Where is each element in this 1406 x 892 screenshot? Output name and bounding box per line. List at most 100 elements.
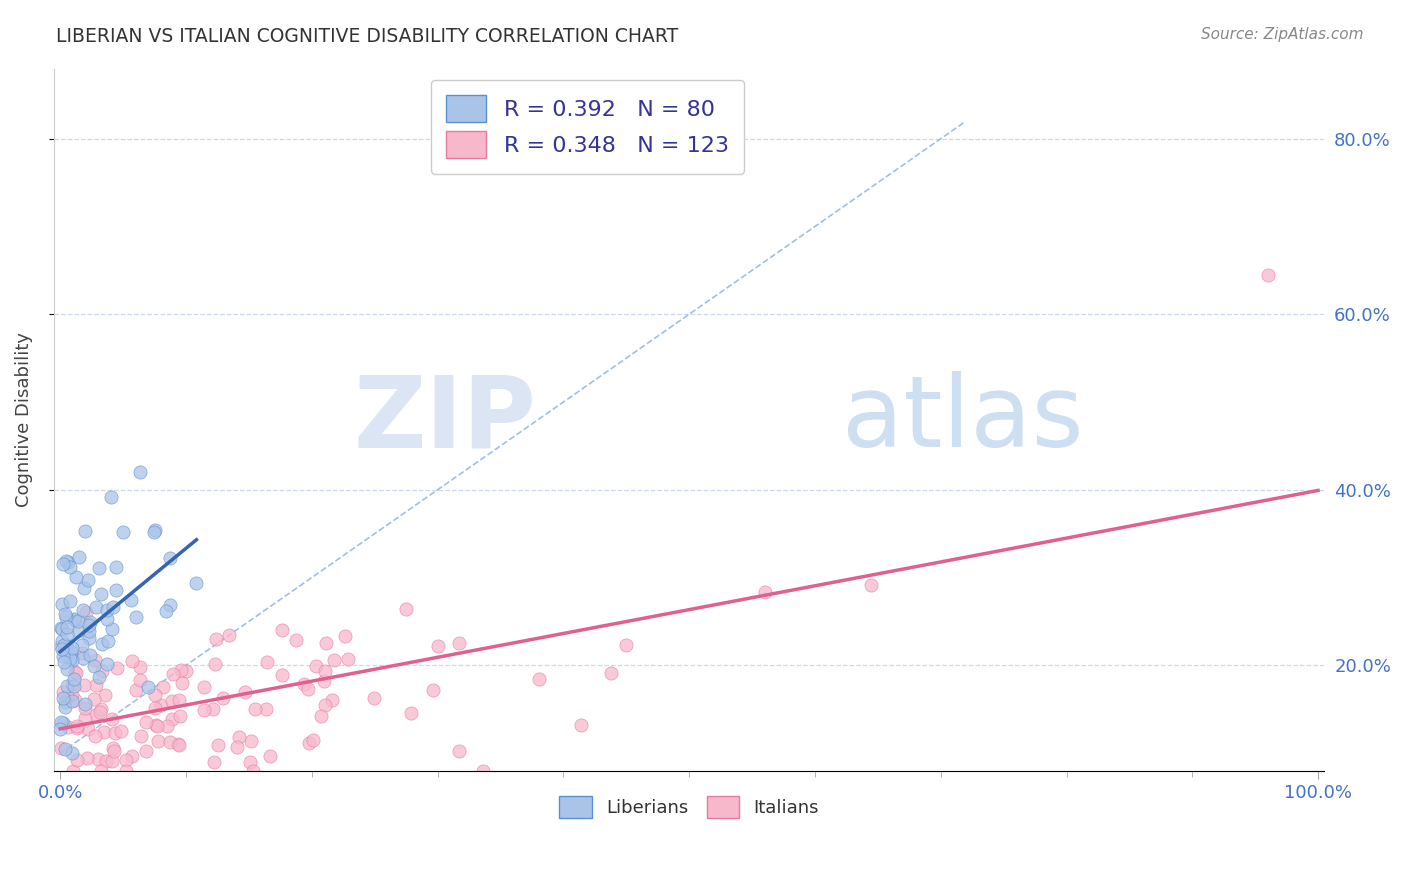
Legend: Liberians, Italians: Liberians, Italians [553, 789, 827, 825]
Point [146, 719, 169, 733]
Point [66, 752, 89, 766]
Point [103, 600, 125, 615]
Point [449, 635, 471, 649]
Point [115, 753, 138, 767]
Point [312, 674, 335, 689]
Point [115, 764, 138, 778]
Text: Source: ZipAtlas.com: Source: ZipAtlas.com [1201, 27, 1364, 42]
Point [83, 729, 105, 743]
Point [65, 665, 87, 679]
Point [159, 550, 181, 565]
Point [302, 733, 325, 747]
Point [527, 672, 550, 686]
Point [314, 698, 336, 713]
Point [65, 665, 87, 680]
Point [193, 703, 215, 717]
Point [83, 692, 105, 706]
Point [87, 752, 110, 766]
Point [60, 688, 83, 702]
Point [239, 755, 262, 769]
Point [55, 627, 77, 641]
Point [297, 682, 319, 697]
Point [53, 645, 76, 659]
Point [124, 610, 146, 624]
Point [53, 638, 76, 652]
Point [599, 666, 621, 681]
Point [84, 707, 107, 722]
Point [110, 724, 132, 739]
Point [135, 714, 157, 729]
Point [55, 554, 77, 568]
Point [58, 652, 80, 666]
Point [83, 659, 105, 673]
Point [167, 737, 190, 751]
Point [271, 668, 294, 682]
Point [101, 754, 124, 768]
Point [72, 603, 94, 617]
Point [399, 706, 422, 720]
Point [86, 599, 108, 614]
Point [104, 725, 127, 739]
Point [162, 694, 184, 708]
Point [233, 685, 256, 699]
Point [254, 702, 277, 716]
Point [60, 746, 83, 760]
Point [143, 524, 166, 538]
Point [51, 714, 73, 729]
Point [90, 764, 112, 778]
Point [193, 680, 215, 694]
Point [201, 702, 224, 716]
Point [162, 667, 184, 681]
Point [90, 701, 112, 715]
Point [56, 663, 79, 677]
Point [55, 700, 77, 714]
Point [49, 723, 72, 737]
Point [169, 692, 191, 706]
Point [242, 764, 264, 778]
Point [96, 612, 118, 626]
Point [145, 718, 167, 732]
Point [1257, 268, 1279, 282]
Point [129, 659, 152, 673]
Point [66, 624, 89, 638]
Point [72, 651, 94, 665]
Point [323, 653, 346, 667]
Point [49, 741, 72, 756]
Point [146, 734, 169, 748]
Point [128, 673, 150, 687]
Point [56, 679, 79, 693]
Point [226, 739, 249, 754]
Point [90, 587, 112, 601]
Point [67, 615, 90, 629]
Point [105, 582, 128, 597]
Point [79, 615, 101, 630]
Point [138, 681, 160, 695]
Point [100, 490, 122, 504]
Point [167, 738, 190, 752]
Point [121, 654, 143, 668]
Point [59, 559, 82, 574]
Point [321, 693, 343, 707]
Point [314, 664, 336, 678]
Point [63, 692, 86, 706]
Point [76, 751, 98, 765]
Point [129, 729, 152, 743]
Point [89, 706, 111, 720]
Point [156, 719, 179, 733]
Y-axis label: Cognitive Disability: Cognitive Disability [15, 332, 32, 508]
Point [97, 634, 120, 648]
Point [55, 689, 77, 703]
Text: LIBERIAN VS ITALIAN COGNITIVE DISABILITY CORRELATION CHART: LIBERIAN VS ITALIAN COGNITIVE DISABILITY… [56, 27, 679, 45]
Point [186, 575, 208, 590]
Point [207, 739, 229, 753]
Point [129, 465, 152, 479]
Point [135, 744, 157, 758]
Point [51, 685, 73, 699]
Point [121, 749, 143, 764]
Point [55, 638, 77, 652]
Point [336, 652, 359, 666]
Point [309, 708, 332, 723]
Point [49, 639, 72, 653]
Point [70, 646, 93, 660]
Point [51, 597, 73, 611]
